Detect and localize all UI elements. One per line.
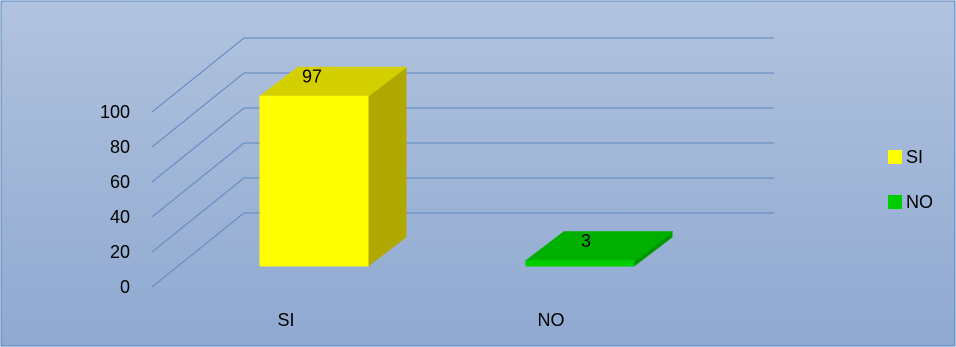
legend-label: NO	[906, 192, 933, 212]
legend-item: SI	[888, 147, 923, 167]
y-tick-label: 40	[110, 207, 130, 227]
x-tick-label: SI	[277, 310, 294, 330]
y-axis: 0 20 40 60 80 100	[100, 102, 130, 297]
y-tick-label: 80	[110, 137, 130, 157]
x-tick-label: NO	[538, 310, 565, 330]
legend-swatch	[888, 195, 902, 209]
bars	[258, 66, 674, 268]
data-label: 3	[581, 231, 591, 251]
gridline-depth	[151, 212, 245, 288]
bar-front-face	[259, 95, 369, 267]
x-axis: SI NO	[277, 310, 564, 330]
legend-swatch	[888, 150, 902, 164]
bar-side-face	[367, 66, 407, 268]
y-tick-label: 0	[120, 277, 130, 297]
legend-item: NO	[888, 192, 933, 212]
legend: SI NO	[888, 147, 933, 212]
y-tick-label: 20	[110, 242, 130, 262]
y-tick-label: 100	[100, 102, 130, 122]
gridline-depth	[151, 142, 245, 218]
y-tick-label: 60	[110, 172, 130, 192]
bar-no	[524, 230, 674, 268]
data-labels: 97 3	[302, 66, 591, 251]
gridline-depth	[151, 37, 245, 113]
gridline-depth	[151, 177, 245, 253]
gridline-depth	[151, 107, 245, 183]
bar-si	[258, 66, 408, 268]
gridline-depth	[151, 72, 245, 148]
bar-front-face	[525, 260, 635, 267]
legend-label: SI	[906, 147, 923, 167]
data-label: 97	[302, 66, 322, 86]
